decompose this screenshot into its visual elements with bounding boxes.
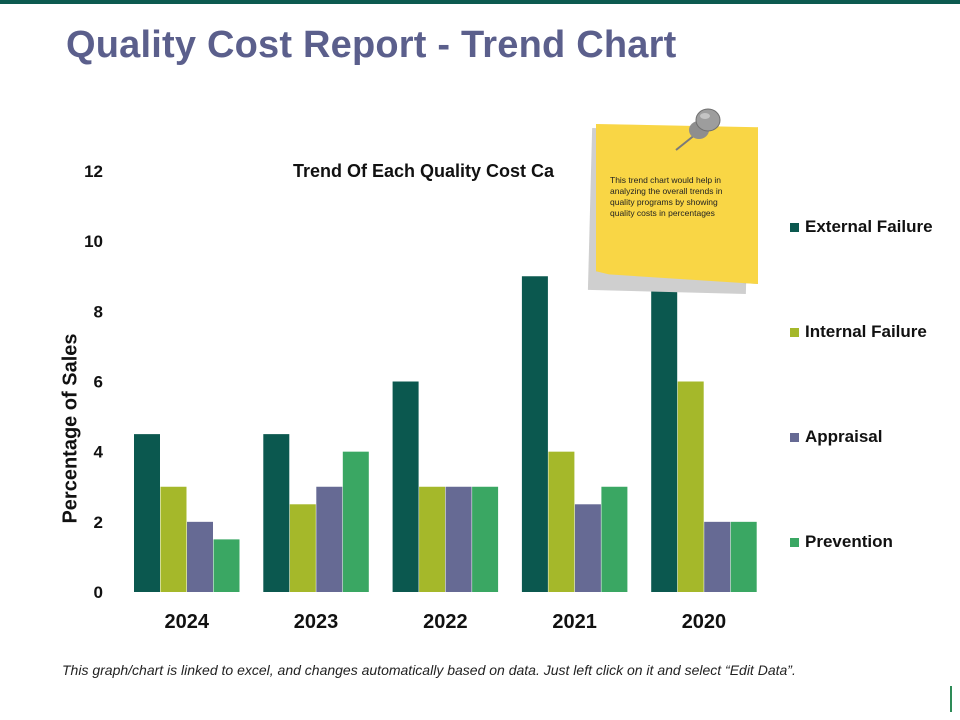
sticky-note-text: This trend chart would help in analyzing…	[610, 175, 723, 218]
y-tick-label: 8	[94, 302, 103, 321]
legend-label: Internal Failure	[805, 322, 927, 341]
bar-2024-prevention[interactable]	[213, 539, 240, 592]
legend-swatch	[790, 433, 799, 442]
bar-2022-external-failure[interactable]	[392, 381, 419, 593]
y-tick-label: 10	[84, 232, 103, 251]
y-tick-label: 2	[94, 513, 103, 532]
bar-2021-prevention[interactable]	[601, 486, 628, 592]
legend-swatch	[790, 328, 799, 337]
bar-2023-internal-failure[interactable]	[289, 504, 316, 592]
legend-swatch	[790, 223, 799, 232]
bar-2024-external-failure[interactable]	[134, 434, 160, 592]
y-tick-label: 12	[84, 162, 103, 181]
sticky-note[interactable]	[596, 124, 758, 284]
bar-2021-external-failure[interactable]	[521, 276, 548, 592]
bar-2022-prevention[interactable]	[472, 486, 499, 592]
bar-2023-appraisal[interactable]	[316, 486, 343, 592]
x-tick-label: 2021	[552, 611, 597, 633]
corner-mark	[950, 686, 952, 712]
footer-note: This graph/chart is linked to excel, and…	[62, 662, 796, 678]
x-tick-label: 2024	[165, 611, 210, 633]
bar-2020-appraisal[interactable]	[704, 521, 731, 592]
bar-2023-external-failure[interactable]	[263, 434, 290, 592]
y-axis-label: Percentage of Sales	[59, 333, 82, 524]
bar-2024-appraisal[interactable]	[187, 521, 213, 592]
legend-label: External Failure	[805, 217, 933, 236]
x-tick-label: 2022	[423, 611, 468, 633]
bar-2020-prevention[interactable]	[730, 521, 757, 592]
bar-2020-internal-failure[interactable]	[677, 381, 704, 593]
bar-2024-internal-failure[interactable]	[160, 486, 187, 592]
bar-2022-internal-failure[interactable]	[419, 486, 446, 592]
bar-2023-prevention[interactable]	[342, 451, 369, 592]
bar-2021-internal-failure[interactable]	[548, 451, 575, 592]
legend-label: Appraisal	[805, 427, 883, 446]
bar-2022-appraisal[interactable]	[445, 486, 472, 592]
page-title: Quality Cost Report - Trend Chart	[66, 24, 677, 66]
pushpin-icon	[675, 108, 721, 151]
x-tick-label: 2020	[682, 611, 727, 633]
bar-2021-appraisal[interactable]	[574, 504, 601, 592]
y-tick-label: 4	[94, 443, 104, 462]
chart-title: Trend Of Each Quality Cost Ca	[293, 161, 555, 181]
y-tick-label: 0	[94, 583, 103, 602]
legend-swatch	[790, 538, 799, 547]
bar-2020-external-failure[interactable]	[651, 276, 678, 592]
x-tick-label: 2023	[294, 611, 339, 633]
legend-label: Prevention	[805, 532, 893, 551]
y-tick-label: 6	[94, 373, 103, 392]
top-accent-bar	[0, 0, 960, 4]
